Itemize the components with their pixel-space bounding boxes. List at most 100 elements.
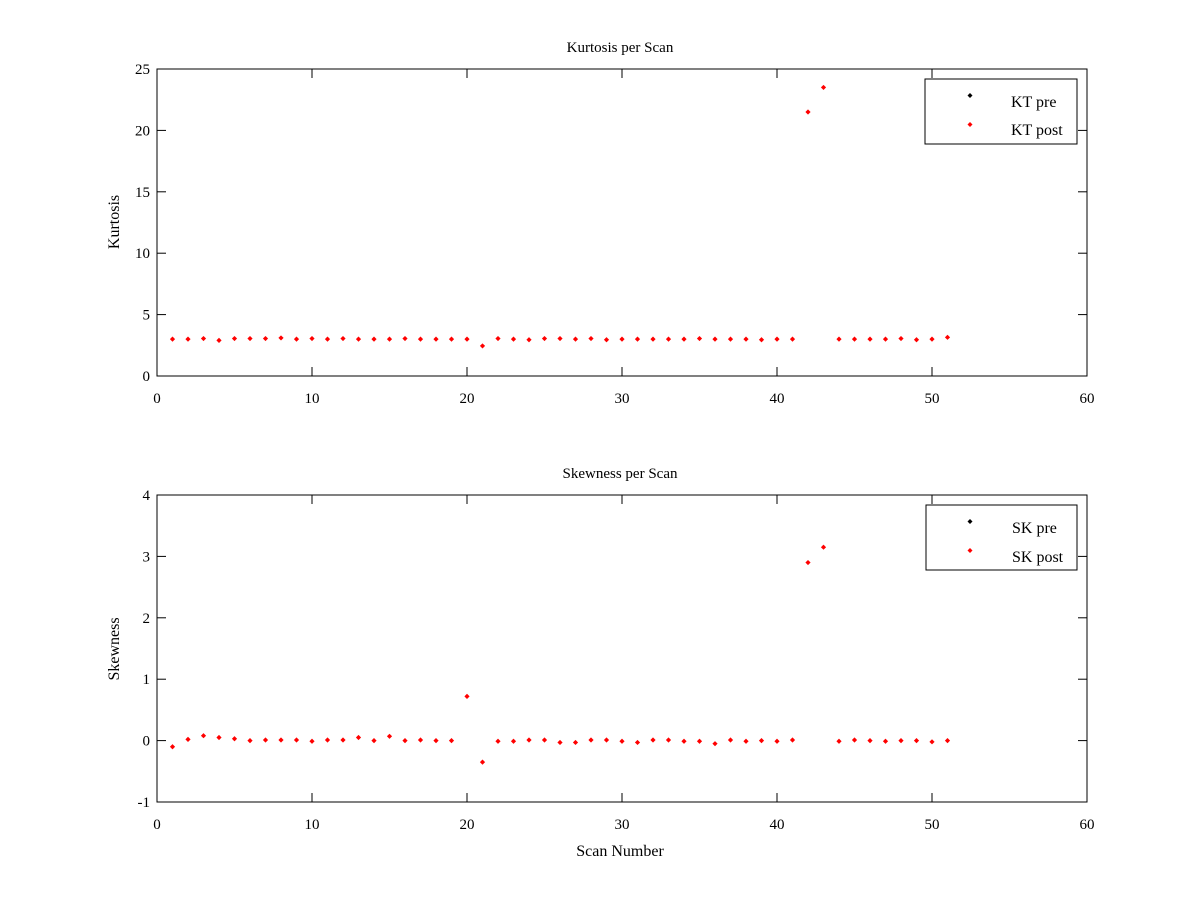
data-point (851, 336, 858, 342)
kurtosis-panel: Kurtosis per Scan 0 10 20 30 40 50 60 0 5 10 15 20 2… (106, 40, 1095, 407)
y-axis-label: Skewness (106, 617, 123, 680)
data-point (572, 336, 579, 342)
data-point (340, 335, 346, 342)
x-tick-label: 60 (1080, 391, 1095, 407)
data-point (355, 734, 362, 741)
data-point (371, 738, 377, 744)
y-tick-label: 20 (135, 123, 150, 139)
data-point (247, 335, 253, 342)
data-point (216, 337, 222, 343)
legend-box (925, 504, 1078, 571)
data-point (588, 335, 594, 342)
data-point (588, 737, 594, 743)
data-point (200, 335, 207, 342)
data-point (836, 336, 842, 342)
legend-label: SK post (1012, 549, 1064, 566)
data-point (944, 738, 951, 744)
data-point (309, 335, 315, 342)
y-tick-label: 0 (143, 369, 151, 385)
data-point (510, 738, 517, 744)
y-tick-label: 15 (135, 185, 150, 201)
data-point (774, 336, 780, 342)
data-point (727, 737, 734, 743)
legend-marker (967, 122, 973, 127)
data-point (681, 336, 687, 342)
data-point (340, 737, 346, 743)
data-point (169, 744, 176, 750)
legend-label: KT post (1011, 122, 1063, 139)
x-tick-label: 50 (925, 817, 940, 833)
y-tick-label: -1 (138, 795, 151, 811)
data-point (526, 337, 532, 343)
data-point (293, 336, 300, 342)
data-point (913, 738, 920, 744)
data-point (944, 334, 951, 340)
data-point (696, 335, 703, 342)
data-point (805, 109, 811, 115)
data-point (696, 738, 703, 744)
data-point (603, 737, 610, 743)
y-tick-label: 4 (143, 488, 151, 504)
data-point (231, 335, 238, 342)
chart-title: Kurtosis per Scan (567, 40, 674, 56)
data-point (293, 737, 300, 743)
axis-ticks: 0 10 20 30 40 50 60 0 5 10 15 20 25 (135, 62, 1095, 407)
x-tick-label: 20 (460, 817, 475, 833)
x-tick-label: 30 (615, 391, 630, 407)
data-point (324, 737, 331, 743)
data-point (557, 335, 563, 342)
x-tick-label: 50 (925, 391, 940, 407)
data-point (634, 739, 641, 746)
data-point (712, 741, 718, 747)
data-point (417, 737, 424, 743)
data-point (541, 737, 548, 743)
x-tick-label: 10 (305, 817, 320, 833)
data-point (836, 738, 842, 744)
legend-label: KT pre (1011, 94, 1056, 111)
data-point (262, 737, 269, 743)
data-point (386, 336, 393, 342)
data-point (572, 739, 579, 746)
x-tick-label: 20 (460, 391, 475, 407)
data-point (278, 737, 284, 743)
data-point (867, 738, 873, 744)
legend: SK pre SK post (925, 504, 1078, 571)
data-point (712, 336, 718, 342)
legend-label: SK pre (1012, 520, 1057, 537)
data-point (681, 738, 687, 744)
data-point (510, 336, 517, 342)
data-point (789, 336, 796, 342)
y-tick-label: 2 (143, 611, 151, 627)
x-tick-label: 40 (770, 391, 785, 407)
data-point (557, 739, 563, 746)
data-point (262, 335, 269, 342)
data-point (526, 737, 532, 743)
data-point (913, 337, 920, 343)
data-point (743, 336, 749, 342)
data-point (479, 759, 486, 765)
data-point (650, 336, 656, 342)
y-tick-label: 10 (135, 246, 150, 262)
data-point (417, 336, 424, 342)
data-point (541, 335, 548, 342)
chart-title: Skewness per Scan (563, 466, 678, 482)
data-points (169, 544, 951, 765)
data-point (665, 737, 672, 743)
data-point (464, 336, 470, 342)
data-point (898, 335, 904, 342)
data-point (185, 336, 191, 342)
data-point (433, 336, 439, 342)
data-point (758, 738, 765, 744)
data-point (929, 739, 935, 745)
data-point (386, 733, 393, 739)
data-point (882, 336, 889, 342)
y-axis-label: Kurtosis (106, 195, 123, 249)
data-point (479, 343, 486, 349)
x-tick-label: 10 (305, 391, 320, 407)
x-axis-label: Scan Number (576, 843, 664, 860)
data-point (464, 693, 470, 699)
data-point (774, 738, 780, 744)
data-point (820, 84, 827, 91)
